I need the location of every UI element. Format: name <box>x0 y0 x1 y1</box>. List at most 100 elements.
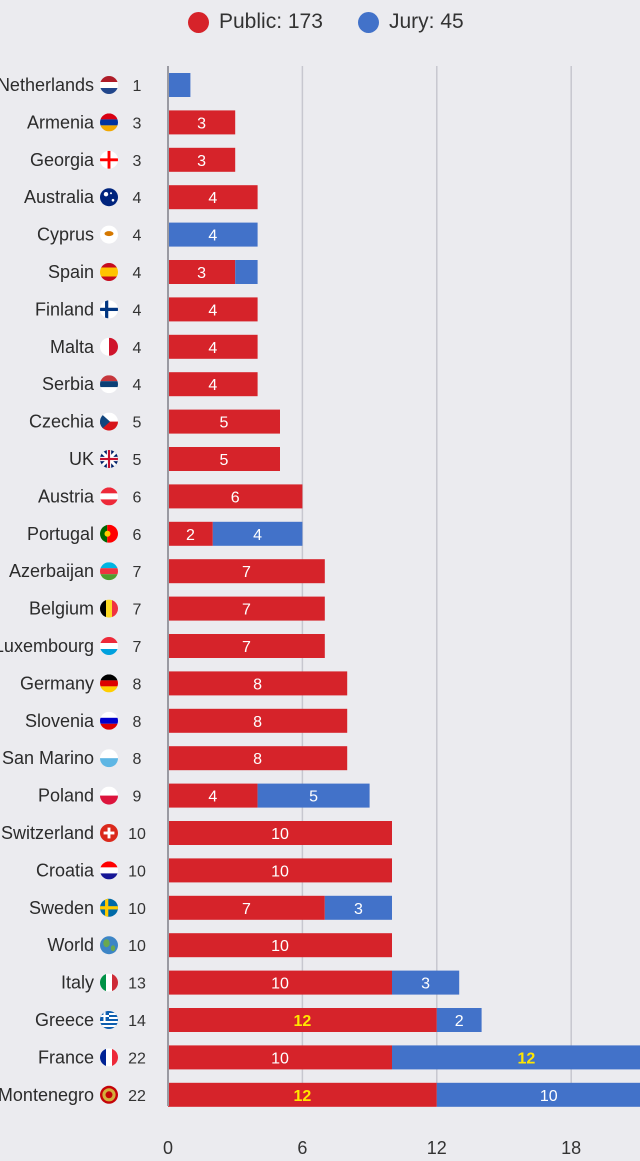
luxembourg-flag-icon <box>100 637 118 643</box>
czechia-flag-icon <box>100 412 110 431</box>
jury-bar-montenegro <box>436 1082 640 1107</box>
public-value-label: 4 <box>208 377 217 394</box>
public-bar-belgium <box>168 596 325 621</box>
croatia-flag-icon <box>100 861 118 868</box>
public-bar-sweden <box>168 895 325 920</box>
total-label-serbia: 4 <box>133 377 142 394</box>
total-label-poland: 9 <box>133 789 142 806</box>
x-tick-label: 18 <box>561 1138 581 1158</box>
italy-flag-icon <box>100 973 106 992</box>
public-bar-uk <box>168 447 280 471</box>
public-value-label: 4 <box>208 340 217 357</box>
public-value-label: 5 <box>220 452 229 469</box>
category-label-uk: UK <box>69 449 94 469</box>
jury-value-label: 10 <box>540 1088 558 1105</box>
public-value-label: 8 <box>253 751 262 768</box>
netherlands-flag-icon <box>100 82 118 88</box>
armenia-flag-icon <box>100 113 118 120</box>
public-value-label: 6 <box>231 489 240 506</box>
public-bar-austria <box>168 484 303 509</box>
total-label-italy: 13 <box>128 976 146 993</box>
legend: Public: 173 Jury: 45 <box>0 6 640 38</box>
total-label-portugal: 6 <box>133 527 142 544</box>
croatia-flag-icon <box>100 867 118 874</box>
category-label-italy: Italy <box>61 973 94 993</box>
category-label-czechia: Czechia <box>29 412 95 432</box>
category-label-slovenia: Slovenia <box>25 711 95 731</box>
jury-bar-poland <box>257 783 370 808</box>
public-value-label: 8 <box>253 714 262 731</box>
public-value-label: 3 <box>197 265 206 282</box>
public-value-label: 5 <box>220 415 229 432</box>
finland-flag-icon <box>100 307 118 312</box>
public-bar-portugal <box>168 521 213 546</box>
jury-bar-sweden <box>324 895 392 920</box>
public-bar-greece <box>168 1008 437 1032</box>
category-label-germany: Germany <box>20 673 94 693</box>
category-label-armenia: Armenia <box>27 112 95 132</box>
total-label-austria: 6 <box>133 489 142 506</box>
total-label-san-marino: 8 <box>133 751 142 768</box>
luxembourg-flag-icon <box>100 649 118 655</box>
cyprus-flag-icon <box>104 231 114 237</box>
public-bar-san-marino <box>168 746 348 771</box>
jury-bar-italy <box>392 970 460 995</box>
total-label-armenia: 3 <box>133 115 142 132</box>
total-label-belgium: 7 <box>133 602 142 619</box>
public-bar-poland <box>168 783 258 808</box>
germany-flag-icon <box>100 674 118 681</box>
public-value-label: 7 <box>242 639 251 656</box>
public-value-label: 7 <box>242 901 251 918</box>
total-label-slovenia: 8 <box>133 714 142 731</box>
total-label-montenegro: 22 <box>128 1088 146 1105</box>
total-label-switzerland: 10 <box>128 826 146 843</box>
public-bar-malta <box>168 334 258 359</box>
total-label-georgia: 3 <box>133 153 142 170</box>
armenia-flag-icon <box>100 125 118 132</box>
netherlands-flag-icon <box>100 76 118 82</box>
jury-legend-swatch <box>358 11 379 33</box>
total-label-germany: 8 <box>133 676 142 693</box>
portugal-flag-icon <box>104 530 111 537</box>
public-bar-serbia <box>168 372 258 397</box>
austria-flag-icon <box>100 487 118 494</box>
belgium-flag-icon <box>112 599 118 618</box>
public-bar-slovenia <box>168 708 348 733</box>
public-bar-italy <box>168 970 392 995</box>
category-label-luxembourg: Luxembourg <box>0 636 94 656</box>
x-tick-label: 6 <box>297 1138 307 1158</box>
public-value-label: 3 <box>197 115 206 132</box>
public-value-label: 3 <box>197 153 206 170</box>
jury-legend-label: Jury: 45 <box>389 10 464 33</box>
jury-bar-cyprus <box>168 222 258 247</box>
greece-flag-icon <box>100 1025 118 1027</box>
spain-flag-icon <box>100 267 118 277</box>
world-globe-icon <box>103 939 110 948</box>
public-value-label: 7 <box>242 602 251 619</box>
switzerland-flag-icon <box>103 831 115 835</box>
jury-value-label: 4 <box>208 228 217 245</box>
total-label-sweden: 10 <box>128 901 146 918</box>
australia-flag-icon <box>110 192 112 195</box>
public-value-label: 4 <box>208 190 217 207</box>
category-label-serbia: Serbia <box>42 374 95 394</box>
jury-value-label: 4 <box>253 527 262 544</box>
public-value-label: 10 <box>271 863 289 880</box>
netherlands-flag-icon <box>100 88 118 94</box>
public-value-label: 12 <box>294 1013 312 1030</box>
jury-bar-greece <box>436 1008 482 1032</box>
total-label-luxembourg: 7 <box>133 639 142 656</box>
czechia-flag-icon <box>100 421 118 431</box>
public-bar-luxembourg <box>168 634 325 658</box>
public-bar-croatia <box>168 858 392 883</box>
austria-flag-icon <box>100 499 118 506</box>
germany-flag-icon <box>100 686 118 693</box>
poland-flag-icon <box>100 795 118 805</box>
x-tick-label: 12 <box>427 1138 447 1158</box>
category-label-azerbaijan: Azerbaijan <box>9 561 94 581</box>
jury-value-label: 3 <box>421 976 430 993</box>
category-label-cyprus: Cyprus <box>37 225 94 245</box>
public-bar-germany <box>168 671 348 696</box>
france-flag-icon <box>112 1048 118 1067</box>
spain-flag-icon <box>100 276 118 281</box>
